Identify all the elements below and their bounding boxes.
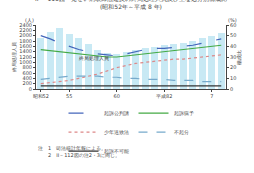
svg-text:1800: 1800 — [19, 38, 32, 44]
svg-text:昭和52: 昭和52 — [33, 93, 49, 99]
svg-text:少年送致法: 少年送致法 — [104, 129, 129, 135]
svg-text:40: 40 — [230, 43, 236, 49]
svg-text:不起分: 不起分 — [174, 129, 189, 135]
svg-text:600: 600 — [22, 70, 32, 76]
svg-text:起訴猟予: 起訴猟予 — [174, 110, 194, 116]
svg-text:構成比: 構成比 — [236, 50, 242, 65]
svg-text:7: 7 — [210, 93, 213, 99]
svg-text:1000: 1000 — [19, 59, 32, 65]
svg-text:終局処理人員: 終局処理人員 — [78, 55, 109, 61]
svg-text:平成82: 平成82 — [156, 93, 172, 99]
svg-text:1600: 1600 — [19, 43, 32, 49]
svg-text:55: 55 — [66, 93, 72, 99]
svg-text:200: 200 — [22, 80, 32, 86]
svg-text:起訴不可能: 起訴不可能 — [104, 148, 129, 154]
svg-text:2200: 2200 — [19, 27, 32, 33]
svg-text:800: 800 — [22, 64, 32, 70]
svg-text:起訴公判請: 起訴公判請 — [104, 110, 129, 116]
svg-text:0: 0 — [29, 86, 32, 92]
svg-text:2000: 2000 — [19, 32, 32, 38]
svg-text:30: 30 — [230, 54, 236, 60]
svg-text:10: 10 — [230, 75, 236, 81]
svg-text:60: 60 — [114, 93, 120, 99]
svg-text:60: 60 — [230, 22, 236, 28]
svg-text:20: 20 — [230, 64, 236, 70]
svg-text:(%): (%) — [228, 17, 237, 23]
svg-text:50: 50 — [230, 32, 236, 38]
svg-text:2 II－112図の注2・3に同じ。: 2 II－112図の注2・3に同じ。 — [38, 152, 120, 158]
svg-text:1400: 1400 — [19, 48, 32, 54]
svg-text:400: 400 — [22, 75, 32, 81]
svg-text:(人): (人) — [25, 17, 34, 23]
svg-text:注 1 司法統計年報による。: 注 1 司法統計年報による。 — [38, 145, 106, 151]
svg-text:1200: 1200 — [19, 54, 32, 60]
svg-text:2400: 2400 — [19, 22, 32, 28]
svg-text:終局処理人員: 終局処理人員 — [11, 42, 17, 73]
svg-text:0: 0 — [230, 86, 233, 92]
svg-text:II − 116図 覚せい剤取締法違反の終局処理人員及び主な: II − 116図 覚せい剤取締法違反の終局処理人員及び主な処分別構成比(昭和5… — [35, 0, 227, 10]
